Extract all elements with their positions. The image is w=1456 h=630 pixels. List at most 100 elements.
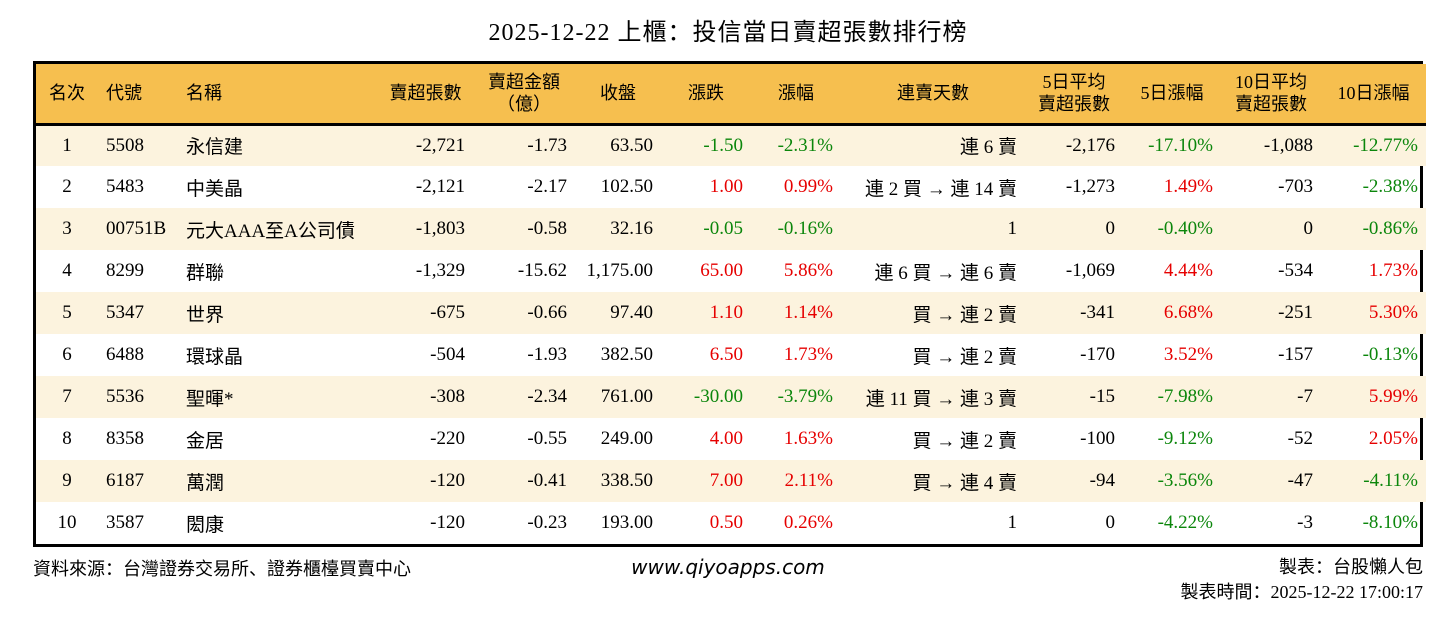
cell-sell_vol: -2,121: [415, 176, 465, 197]
cell-change_pct: 0.26%: [783, 512, 833, 533]
footer: 資料來源：台灣證券交易所、證券櫃檯買賣中心 www.qiyoapps.com 製…: [33, 555, 1423, 605]
cell-avg5: -341: [1080, 302, 1115, 323]
cell-rank: 8: [62, 428, 72, 449]
cell-pct5: 3.52%: [1163, 344, 1213, 365]
ranking-table: 名次 代號 名稱 賣超張數 賣超金額 （億） 收盤 漲跌 漲幅 連賣天數 5日平均 賣超張數 5日漲…: [36, 64, 1426, 544]
cell-rank: 9: [62, 470, 72, 491]
cell-change_pct: 1.63%: [783, 428, 833, 449]
cell-pct5: -3.56%: [1157, 470, 1213, 491]
cell-change_pct: 5.86%: [783, 260, 833, 281]
cell-sell_amt: -0.55: [527, 428, 567, 449]
col-header-avg10: 10日平均 賣超張數: [1221, 64, 1321, 126]
cell-close: 338.50: [600, 470, 653, 491]
cell-change: 1.10: [709, 302, 743, 323]
cell-avg5: -1,069: [1065, 260, 1115, 281]
cell-rank: 4: [62, 260, 72, 281]
cell-change_pct: 0.99%: [783, 176, 833, 197]
cell-change_pct: -2.31%: [777, 134, 833, 156]
table-row: 9 6187 萬潤 -120 -0.41 338.50 7.00 2.11% 買 → 連 4 賣…: [36, 460, 1426, 502]
cell-avg5: -94: [1089, 470, 1115, 491]
cell-name: 金居: [186, 430, 225, 452]
cell-pct10: -8.10%: [1362, 512, 1418, 533]
table-row: 7 5536 聖暉* -308 -2.34 761.00 -30.00 -3.79% 連 11 …: [36, 376, 1426, 418]
cell-sell_vol: -120: [430, 512, 465, 533]
cell-change: -30.00: [693, 386, 743, 407]
cell-sell_amt: -0.41: [527, 470, 567, 491]
cell-code: 5347: [106, 302, 144, 323]
cell-change: -0.05: [703, 218, 743, 239]
cell-avg10: 0: [1303, 218, 1314, 239]
cell-name: 元大AAA至A公司債: [186, 220, 355, 242]
col-header-sell_vol: 賣超張數: [378, 64, 473, 126]
col-header-code: 代號: [98, 64, 178, 126]
cell-sell_vol: -1,803: [415, 218, 465, 239]
cell-pct5: -4.22%: [1157, 512, 1213, 533]
cell-sell_amt: -0.58: [527, 218, 567, 239]
cell-close: 761.00: [600, 386, 653, 407]
cell-change: 1.00: [709, 176, 743, 197]
cell-sell_vol: -308: [430, 386, 465, 407]
col-header-rank: 名次: [36, 64, 98, 126]
cell-pct10: 5.30%: [1368, 302, 1418, 323]
cell-sell_vol: -675: [430, 302, 465, 323]
cell-change_pct: 1.14%: [783, 302, 833, 323]
cell-pct10: -2.38%: [1362, 176, 1418, 197]
table-row: 4 8299 群聯 -1,329 -15.62 1,175.00 65.00 5.86% 連 6…: [36, 250, 1426, 292]
cell-close: 32.16: [610, 218, 653, 239]
table-body: 1 5508 永信建 -2,721 -1.73 63.50 -1.50 -2.31% 連 6 賣…: [36, 124, 1426, 544]
website-link[interactable]: www.qiyoapps.com: [631, 555, 825, 579]
cell-change_pct: 1.73%: [783, 344, 833, 365]
cell-sell_amt: -2.34: [527, 386, 567, 407]
cell-avg10: -1,088: [1263, 134, 1313, 156]
table-row: 3 00751B 元大AAA至A公司債 -1,803 -0.58 32.16 -0.05 -0…: [36, 208, 1426, 250]
cell-close: 249.00: [600, 428, 653, 449]
cell-avg10: -7: [1297, 386, 1313, 407]
cell-streak: 買 → 連 4 賣: [912, 472, 1017, 494]
cell-change: 65.00: [700, 260, 743, 281]
cell-streak: 1: [1007, 218, 1018, 239]
cell-name: 萬潤: [186, 472, 225, 494]
cell-change: 0.50: [709, 512, 743, 533]
cell-avg5: -170: [1080, 344, 1115, 365]
cell-change: 4.00: [709, 428, 743, 449]
cell-pct10: 2.05%: [1368, 428, 1418, 449]
table-row: 5 5347 世界 -675 -0.66 97.40 1.10 1.14% 買 → 連 2 賣 -…: [36, 292, 1426, 334]
cell-change: 7.00: [709, 470, 743, 491]
cell-avg10: -157: [1278, 344, 1313, 365]
cell-name: 閎康: [186, 514, 225, 536]
cell-rank: 7: [62, 386, 72, 407]
report-timestamp: 製表時間：2025-12-22 17:00:17: [1180, 582, 1423, 603]
cell-streak: 連 6 賣: [959, 137, 1017, 159]
cell-pct10: -4.11%: [1363, 470, 1418, 491]
cell-pct10: 1.73%: [1368, 260, 1418, 281]
ranking-table-container: 名次 代號 名稱 賣超張數 賣超金額 （億） 收盤 漲跌 漲幅 連賣天數 5日平均 賣超張數 5日漲…: [33, 61, 1426, 547]
cell-avg10: -47: [1287, 470, 1313, 491]
cell-change: 6.50: [709, 344, 743, 365]
cell-sell_amt: -1.93: [527, 344, 567, 365]
cell-sell_amt: -1.73: [527, 134, 567, 156]
col-header-pct10: 10日漲幅: [1321, 64, 1426, 126]
cell-pct10: 5.99%: [1368, 386, 1418, 407]
cell-sell_amt: -2.17: [527, 176, 567, 197]
cell-rank: 6: [62, 344, 72, 365]
cell-code: 8358: [106, 428, 144, 449]
cell-pct5: 1.49%: [1163, 176, 1213, 197]
cell-name: 世界: [186, 304, 225, 326]
cell-change_pct: -3.79%: [777, 386, 833, 407]
cell-name: 永信建: [186, 137, 244, 159]
cell-code: 6187: [106, 470, 144, 491]
cell-streak: 連 2 買 → 連 14 賣: [864, 178, 1017, 200]
cell-name: 群聯: [186, 262, 225, 284]
cell-rank: 10: [57, 512, 77, 533]
cell-change_pct: 2.11%: [784, 470, 833, 491]
maker-label: 製表：台股懶人包: [1278, 557, 1423, 577]
cell-pct5: -17.10%: [1148, 134, 1213, 156]
cell-streak: 買 → 連 2 賣: [912, 346, 1017, 368]
cell-sell_amt: -0.66: [527, 302, 567, 323]
cell-avg10: -251: [1278, 302, 1313, 323]
table-row: 6 6488 環球晶 -504 -1.93 382.50 6.50 1.73% 買 → 連 2 …: [36, 334, 1426, 376]
report-credit: 製表：台股懶人包 製表時間：2025-12-22 17:00:17: [960, 555, 1423, 605]
cell-code: 6488: [106, 344, 144, 365]
cell-streak: 1: [1007, 512, 1018, 533]
cell-sell_amt: -0.23: [527, 512, 567, 533]
